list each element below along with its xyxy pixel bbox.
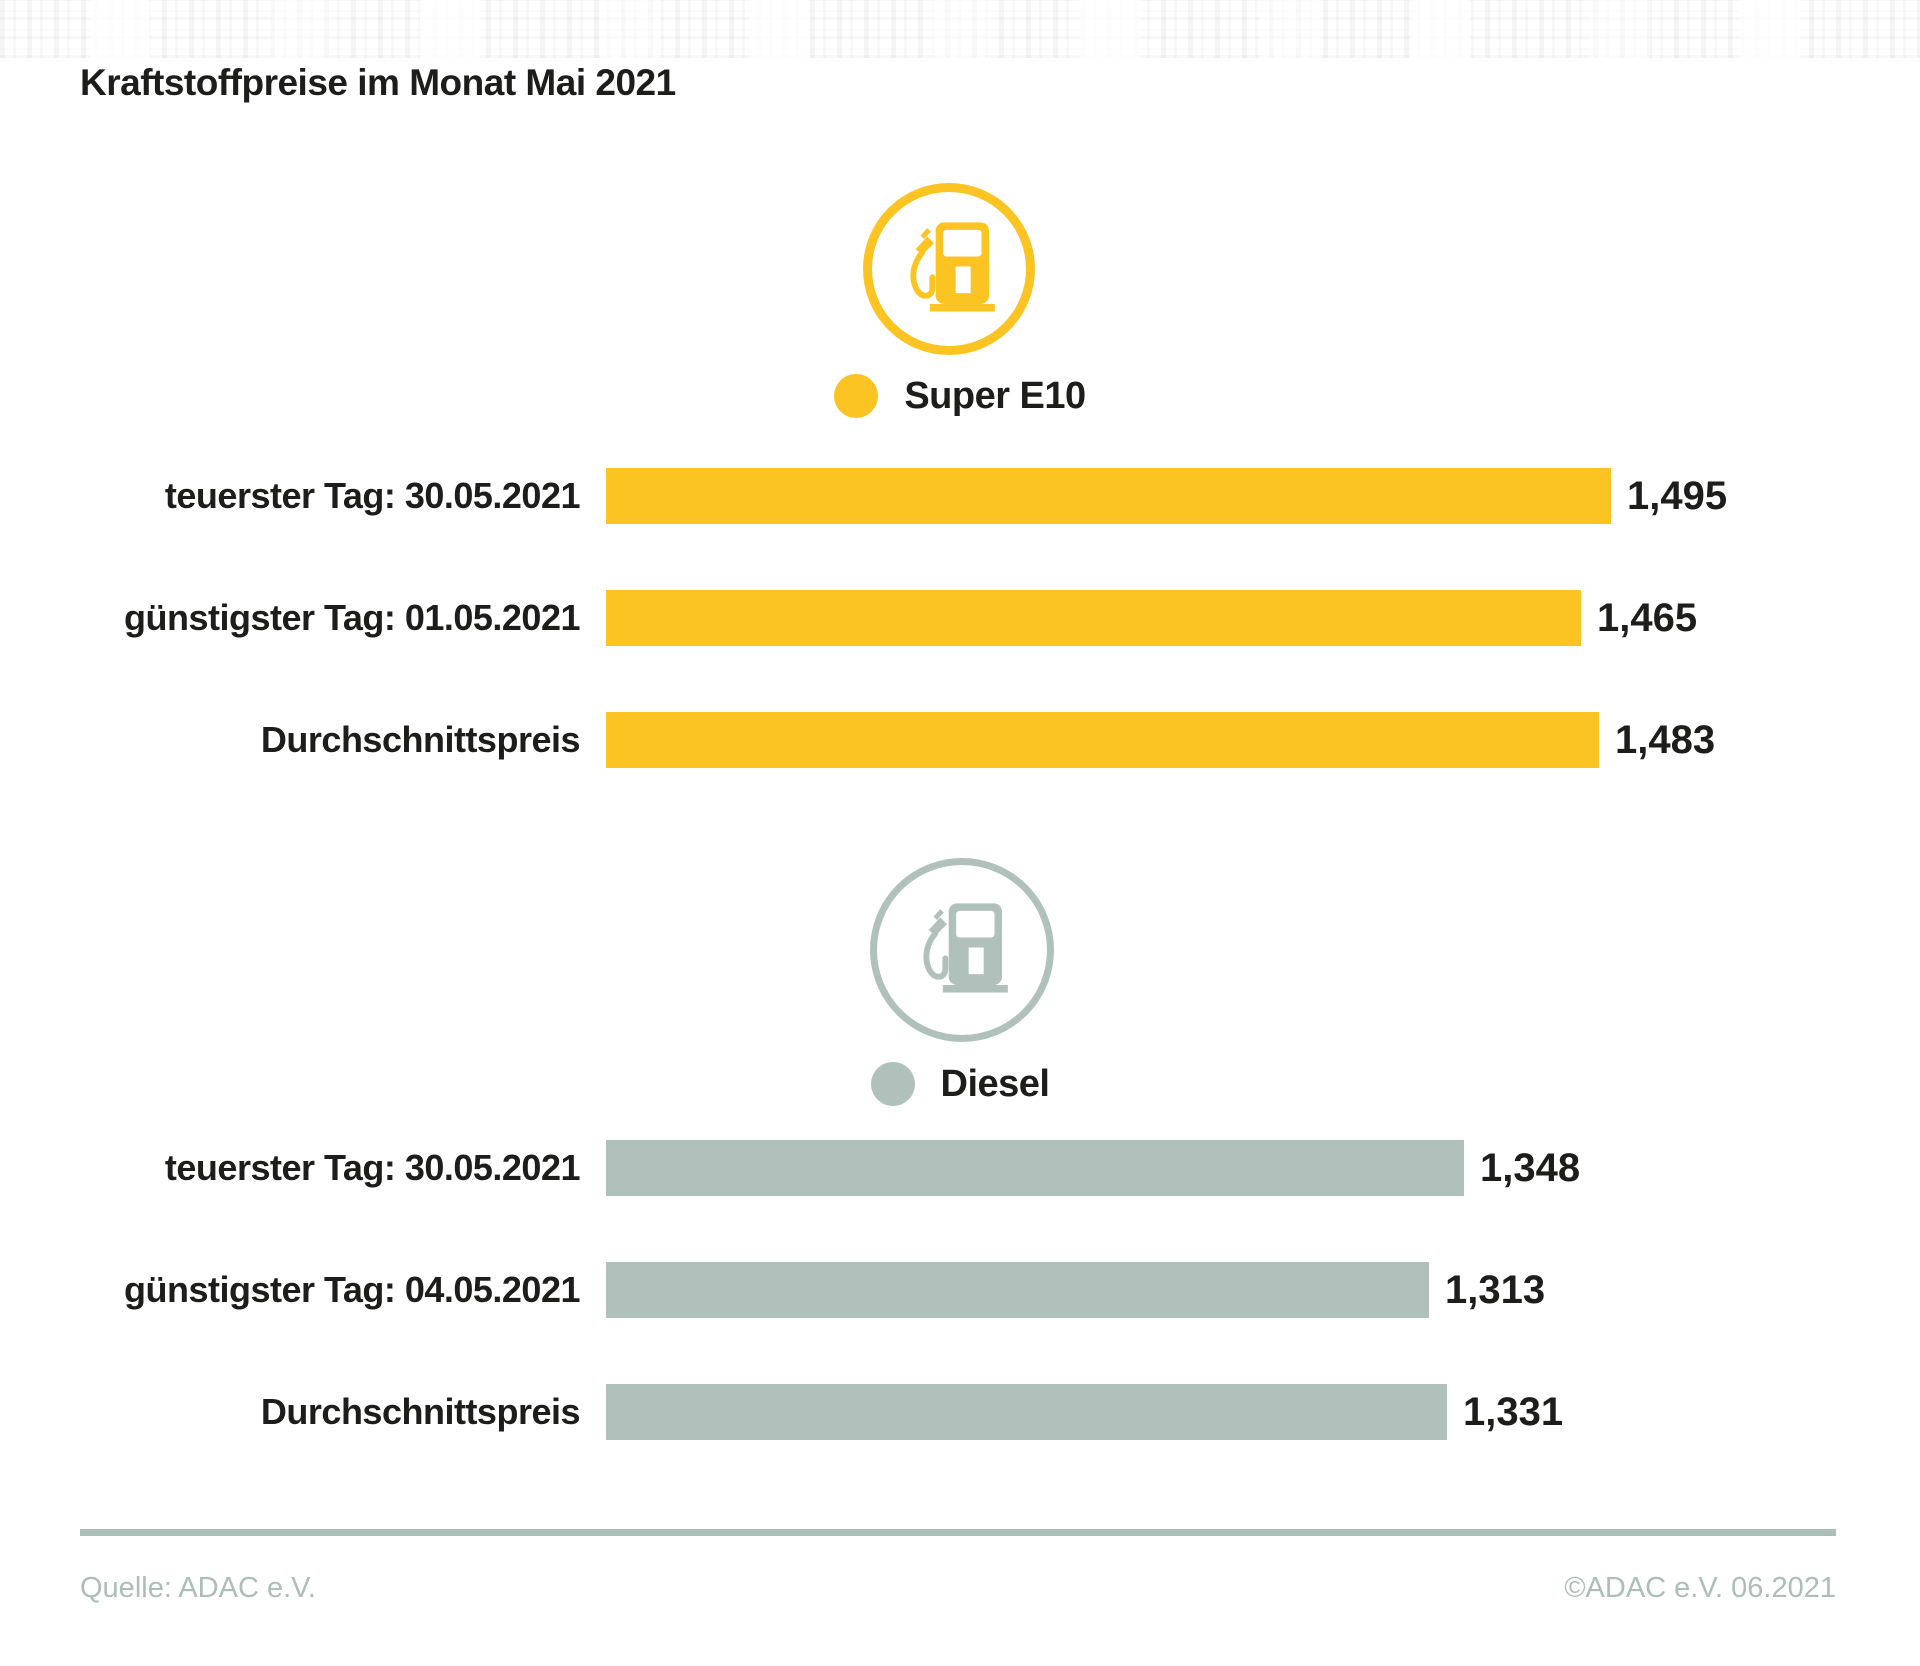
bar-row-super-e10-max: teuerster Tag: 30.05.2021 1,495 — [0, 468, 1920, 524]
bar-track: 1,313 — [606, 1262, 1545, 1318]
legend-label-diesel: Diesel — [940, 1062, 1050, 1105]
bar-track: 1,483 — [606, 712, 1715, 768]
bar-row-diesel-avg: Durchschnittspreis 1,331 — [0, 1384, 1920, 1440]
bar-diesel-avg — [606, 1384, 1447, 1440]
fuel-pump-icon — [923, 903, 1008, 993]
footer: Quelle: ADAC e.V. ©ADAC e.V. 06.2021 — [80, 1572, 1836, 1605]
bar-value: 1,483 — [1615, 717, 1716, 762]
bar-super-e10-max — [606, 468, 1611, 524]
source-credit: Quelle: ADAC e.V. — [80, 1572, 316, 1604]
legend-dot-diesel-icon — [870, 1062, 915, 1106]
bar-value: 1,313 — [1445, 1267, 1546, 1312]
bar-label: teuerster Tag: 30.05.2021 — [164, 1147, 581, 1188]
bar-super-e10-min — [606, 590, 1581, 646]
bar-label: günstigster Tag: 04.05.2021 — [123, 1269, 581, 1310]
legend-dot-super-e10-icon — [834, 374, 879, 418]
legend-label-super-e10: Super E10 — [904, 374, 1086, 417]
bar-label: günstigster Tag: 01.05.2021 — [123, 597, 581, 638]
bar-row-diesel-min: günstigster Tag: 04.05.2021 1,313 — [0, 1262, 1920, 1318]
bar-track: 1,465 — [606, 590, 1697, 646]
bar-super-e10-avg — [606, 712, 1599, 768]
bar-value: 1,495 — [1627, 473, 1728, 518]
bar-track: 1,495 — [606, 468, 1727, 524]
page-title: Kraftstoffpreise im Monat Mai 2021 — [80, 62, 676, 103]
bar-label: Durchschnittspreis — [260, 719, 581, 760]
bar-row-super-e10-min: günstigster Tag: 01.05.2021 1,465 — [0, 590, 1920, 646]
bar-track: 1,331 — [606, 1384, 1563, 1440]
fuel-pump-icon-super-e10 — [863, 183, 1035, 355]
footer-divider — [80, 1529, 1836, 1536]
bar-label: Durchschnittspreis — [260, 1391, 581, 1432]
bar-value: 1,348 — [1480, 1145, 1581, 1190]
bar-value: 1,331 — [1463, 1389, 1564, 1434]
bar-diesel-min — [606, 1262, 1429, 1318]
bar-value: 1,465 — [1597, 595, 1698, 640]
fuel-pump-icon-diesel — [870, 858, 1054, 1042]
bar-row-super-e10-avg: Durchschnittspreis 1,483 — [0, 712, 1920, 768]
bar-label: teuerster Tag: 30.05.2021 — [164, 475, 581, 516]
copyright-notice: ©ADAC e.V. 06.2021 — [1564, 1572, 1836, 1604]
bar-track: 1,348 — [606, 1140, 1580, 1196]
bar-row-diesel-max: teuerster Tag: 30.05.2021 1,348 — [0, 1140, 1920, 1196]
compression-artifacts — [0, 0, 1920, 58]
legend-diesel: Diesel — [0, 1061, 1920, 1107]
fuel-pump-icon — [910, 222, 995, 312]
bar-diesel-max — [606, 1140, 1464, 1196]
legend-super-e10: Super E10 — [0, 373, 1920, 419]
